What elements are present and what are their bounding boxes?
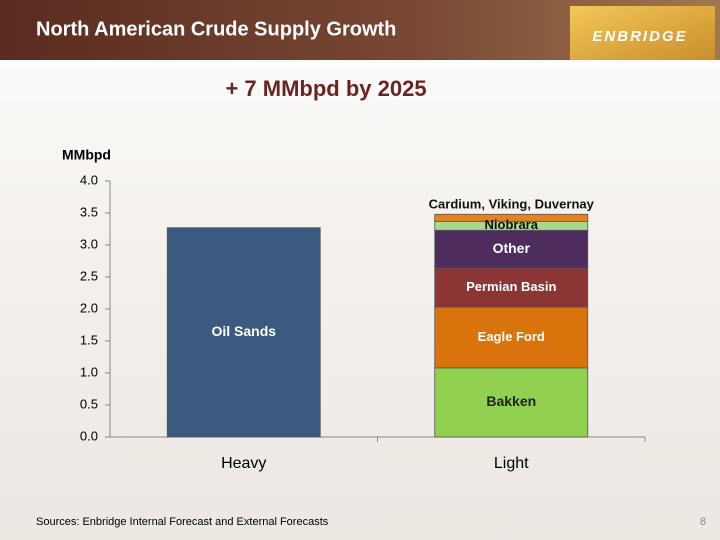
bar-segment [166, 227, 321, 438]
x-tick-label: Light [494, 455, 529, 472]
page-number: 8 [700, 516, 706, 528]
x-tick-label: Heavy [221, 455, 266, 472]
y-tick-label: 1.5 [80, 332, 98, 347]
segment-label: Other [493, 240, 531, 256]
segment-label: Niobrara [485, 217, 539, 232]
bar-segment [434, 213, 589, 222]
segment-label: Oil Sands [211, 323, 276, 339]
logo-box [570, 6, 715, 60]
segment-label: Eagle Ford [478, 329, 545, 344]
y-axis-label: MMbpd [62, 147, 111, 163]
y-tick-label: 2.5 [80, 268, 98, 283]
segment-label: Permian Basin [466, 279, 556, 294]
y-tick-label: 0.0 [80, 428, 98, 443]
source-note: Sources: Enbridge Internal Forecast and … [36, 516, 329, 528]
slide-title: North American Crude Supply Growth [36, 18, 396, 40]
y-tick-label: 1.0 [80, 364, 98, 379]
bar-segment [434, 367, 589, 438]
y-tick-label: 3.0 [80, 236, 98, 251]
bar-segment [434, 229, 589, 269]
segment-label: Cardium, Viking, Duvernay [429, 197, 595, 212]
y-tick-label: 4.0 [80, 172, 98, 187]
logo: ENBRIDGE [592, 28, 687, 45]
y-tick-label: 3.5 [80, 204, 98, 219]
y-tick-label: 0.5 [80, 396, 98, 411]
y-tick-label: 2.0 [80, 300, 98, 315]
bar-segment [434, 306, 589, 369]
segment-label: Bakken [486, 393, 536, 409]
chart-title: + 7 MMbpd by 2025 [225, 76, 426, 101]
